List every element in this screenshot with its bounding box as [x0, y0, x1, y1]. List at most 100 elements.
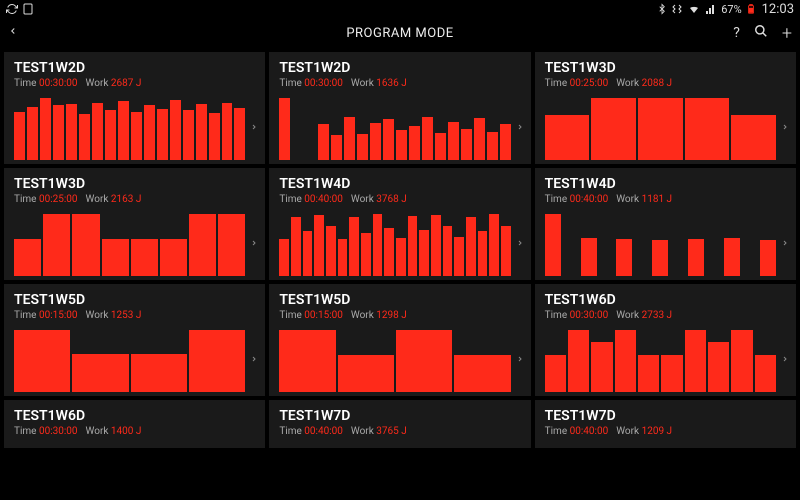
chart-bar — [53, 105, 64, 160]
program-card[interactable]: TEST1W3DTime 00:25:00Work 2163 J — [4, 168, 265, 280]
chart-bar — [568, 330, 589, 392]
chart-bar — [79, 114, 90, 161]
chevron-right-icon[interactable] — [249, 328, 259, 390]
chart-bar — [419, 230, 429, 276]
work-label: Work — [351, 426, 374, 437]
chevron-right-icon[interactable] — [780, 212, 790, 274]
chart-bar — [27, 107, 38, 160]
work-value: 3765 J — [376, 426, 406, 437]
bar-chart — [279, 214, 510, 276]
card-title: TEST1W6D — [14, 408, 259, 424]
back-icon[interactable] — [8, 24, 18, 42]
chevron-right-icon[interactable] — [515, 96, 525, 158]
work-value: 1636 J — [376, 78, 406, 89]
chart-bar — [183, 110, 194, 160]
chart-bar — [279, 239, 289, 276]
time-label: Time — [14, 426, 36, 437]
chart-bar — [396, 130, 407, 160]
chart-bar — [422, 117, 433, 160]
chart-bar — [349, 217, 359, 276]
time-value: 00:40:00 — [304, 426, 343, 437]
chart-bar — [318, 124, 329, 160]
chart-bar — [616, 239, 632, 276]
chart-bar — [170, 100, 181, 160]
card-title: TEST1W5D — [279, 292, 524, 308]
chart-bar — [144, 105, 155, 160]
chevron-right-icon[interactable] — [515, 328, 525, 390]
work-value: 2088 J — [642, 78, 672, 89]
program-card[interactable]: TEST1W7DTime 00:40:00Work 1209 J — [535, 400, 796, 448]
signal-icon — [705, 3, 717, 15]
chart-bar — [43, 214, 70, 276]
card-title: TEST1W3D — [545, 60, 790, 76]
program-card[interactable]: TEST1W5DTime 00:15:00Work 1253 J — [4, 284, 265, 396]
work-label: Work — [616, 78, 639, 89]
search-icon[interactable] — [754, 24, 768, 42]
bar-chart — [279, 98, 510, 160]
card-meta: Time 00:40:00Work 3768 J — [279, 194, 524, 205]
work-label: Work — [616, 194, 639, 205]
device-icon — [22, 3, 34, 15]
chart-bar — [615, 330, 636, 392]
bar-chart — [279, 330, 510, 392]
card-title: TEST1W7D — [545, 408, 790, 424]
chevron-right-icon[interactable] — [780, 96, 790, 158]
work-label: Work — [351, 78, 374, 89]
time-value: 00:30:00 — [304, 78, 343, 89]
chart-bar — [373, 214, 383, 276]
app-header: PROGRAM MODE ? + — [0, 18, 800, 48]
help-icon[interactable]: ? — [733, 25, 740, 41]
work-value: 1253 J — [111, 310, 141, 321]
chevron-right-icon[interactable] — [249, 96, 259, 158]
program-card[interactable]: TEST1W7DTime 00:40:00Work 3765 J — [269, 400, 530, 448]
program-card[interactable]: TEST1W5DTime 00:15:00Work 1298 J — [269, 284, 530, 396]
program-card[interactable]: TEST1W4DTime 00:40:00Work 3768 J — [269, 168, 530, 280]
vibrate-icon — [671, 3, 683, 15]
work-label: Work — [86, 310, 109, 321]
work-value: 1298 J — [376, 310, 406, 321]
work-value: 2733 J — [642, 310, 672, 321]
bar-chart — [14, 330, 245, 392]
add-icon[interactable]: + — [782, 23, 792, 44]
card-meta: Time 00:40:00Work 1181 J — [545, 194, 790, 205]
chart-bar — [466, 217, 476, 276]
chart-bar — [189, 330, 245, 392]
chart-bar — [545, 115, 590, 160]
program-card[interactable]: TEST1W4D Time 00:40:00Work 1181 J — [535, 168, 796, 280]
chart-bar — [478, 231, 488, 276]
chart-bar — [396, 238, 406, 276]
chart-bar — [357, 134, 368, 160]
chevron-right-icon[interactable] — [249, 212, 259, 274]
chart-bar — [338, 239, 348, 276]
chart-bar — [92, 103, 103, 160]
program-card[interactable]: TEST1W6DTime 00:30:00Work 2733 J — [535, 284, 796, 396]
chart-bar — [591, 342, 612, 392]
time-value: 00:40:00 — [570, 426, 609, 437]
chart-bar — [638, 98, 683, 160]
card-meta: Time 00:15:00Work 1253 J — [14, 310, 259, 321]
work-label: Work — [351, 310, 374, 321]
chart-bar — [760, 240, 776, 276]
chevron-right-icon[interactable] — [515, 212, 525, 274]
card-title: TEST1W6D — [545, 292, 790, 308]
chevron-right-icon[interactable] — [780, 328, 790, 390]
chart-bar — [408, 216, 418, 276]
program-card[interactable]: TEST1W2DTime 00:30:00Work 1636 J — [269, 52, 530, 164]
chart-bar — [474, 118, 485, 160]
bar-chart — [14, 98, 245, 160]
chart-bar — [14, 112, 25, 160]
chart-bar — [431, 215, 441, 276]
bar-chart — [545, 330, 776, 392]
chart-bar — [731, 330, 752, 392]
card-title: TEST1W4D — [545, 176, 790, 192]
program-card[interactable]: TEST1W6DTime 00:30:00Work 1400 J — [4, 400, 265, 448]
work-value: 3768 J — [376, 194, 406, 205]
program-card[interactable]: TEST1W3DTime 00:25:00Work 2088 J — [535, 52, 796, 164]
work-label: Work — [86, 426, 109, 437]
chart-bar — [209, 113, 220, 160]
chart-bar — [361, 233, 371, 276]
chart-bar — [218, 214, 245, 276]
card-title: TEST1W3D — [14, 176, 259, 192]
wifi-icon — [687, 3, 701, 15]
program-card[interactable]: TEST1W2DTime 00:30:00Work 2687 J — [4, 52, 265, 164]
